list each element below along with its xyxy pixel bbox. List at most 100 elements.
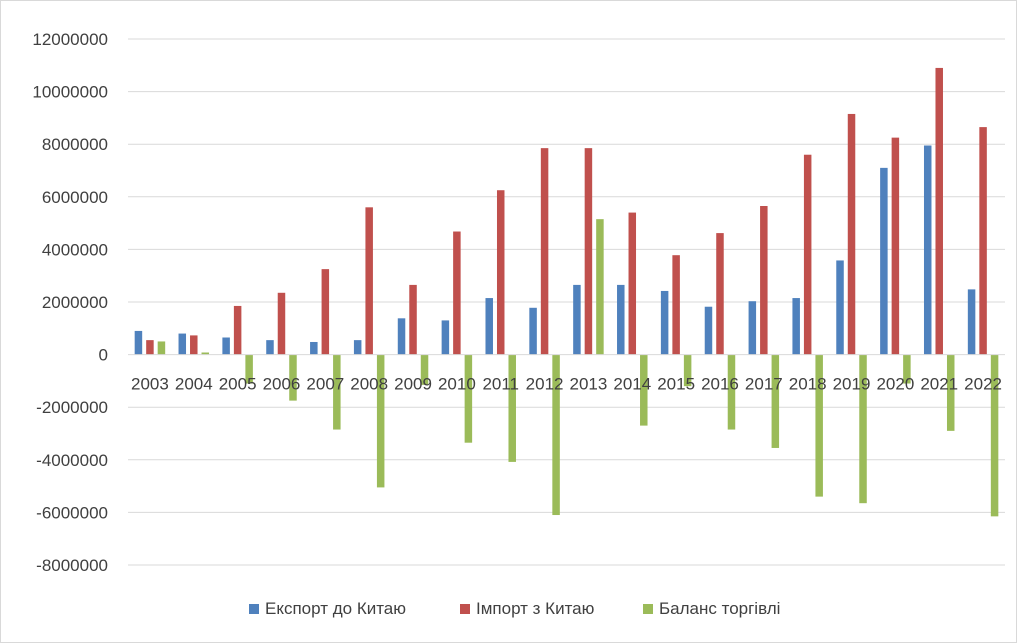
bar-import-2021 (935, 67, 943, 355)
bar-export-2005 (222, 337, 230, 355)
bar-import-2005 (233, 305, 242, 355)
y-tick-label: 0 (99, 346, 108, 365)
x-tick-label: 2003 (131, 375, 169, 394)
bar-export-2010 (441, 320, 450, 355)
bar-balance-2018 (815, 354, 823, 497)
bar-import-2022 (979, 127, 987, 355)
x-tick-label: 2005 (219, 375, 257, 394)
x-tick-label: 2020 (876, 375, 914, 394)
y-tick-label: 4000000 (42, 240, 108, 259)
y-axis-ticks: 12000000 10000000 8000000 6000000 4000000 200… (32, 30, 108, 575)
bar-import-2003 (146, 340, 154, 355)
bar-export-2003 (134, 330, 143, 355)
bar-import-2009 (409, 284, 417, 355)
bar-import-2020 (891, 137, 900, 355)
y-tick-label: 6000000 (42, 188, 108, 207)
legend-label-export: Експорт до Китаю (265, 599, 406, 618)
bar-export-2021 (923, 145, 932, 355)
x-tick-label: 2010 (438, 375, 476, 394)
bar-balance-2017 (771, 354, 780, 448)
x-tick-label: 2011 (482, 375, 519, 394)
bar-export-2012 (529, 307, 537, 355)
x-tick-label: 2022 (964, 375, 1002, 394)
bar-balance-2019 (859, 354, 867, 504)
x-tick-label: 2014 (613, 375, 651, 394)
x-tick-label: 2008 (350, 375, 388, 394)
bar-import-2014 (628, 212, 637, 355)
y-tick-label: -4000000 (36, 451, 108, 470)
legend-swatch-import (460, 604, 470, 614)
y-tick-label: -8000000 (36, 556, 108, 575)
bar-balance-2020 (903, 354, 911, 384)
legend-label-balance: Баланс торгівлі (659, 599, 780, 618)
bar-export-2015 (660, 290, 669, 355)
bar-import-2016 (716, 233, 724, 355)
bar-balance-2008 (376, 354, 385, 488)
legend-swatch-export (249, 604, 259, 614)
x-tick-label: 2004 (175, 375, 213, 394)
bar-export-2020 (880, 167, 888, 355)
legend-label-import: Імпорт з Китаю (476, 599, 595, 618)
bar-export-2006 (266, 340, 274, 355)
bar-export-2018 (792, 298, 800, 355)
x-axis-ticks: 2003 2004 2005 2006 2007 2008 2009 2010 2011 2012… (131, 375, 1002, 394)
bar-balance-2009 (420, 354, 429, 385)
bar-import-2011 (496, 190, 505, 355)
bar-balance-2003 (157, 341, 166, 355)
bar-import-2018 (803, 154, 812, 355)
bar-balance-2022 (990, 354, 999, 517)
bar-import-2015 (672, 255, 680, 355)
bar-balance-2006 (289, 354, 297, 401)
bar-balance-2010 (464, 354, 473, 443)
bar-export-2013 (573, 284, 581, 355)
y-tick-label: 10000000 (32, 83, 108, 102)
bar-export-2007 (310, 341, 318, 355)
y-tick-label: -6000000 (36, 503, 108, 522)
bar-balance-2005 (245, 354, 253, 384)
bar-export-2008 (353, 340, 362, 355)
bar-import-2013 (584, 148, 593, 355)
bar-balance-2015 (683, 354, 692, 387)
bar-export-2022 (967, 289, 976, 355)
bar-export-2004 (178, 333, 187, 355)
y-tick-label: 12000000 (32, 30, 108, 49)
bar-balance-2021 (946, 354, 955, 431)
x-tick-label: 2019 (833, 375, 871, 394)
bar-balance-2011 (508, 354, 516, 462)
bar-import-2006 (277, 292, 286, 355)
bar-import-2007 (321, 269, 330, 355)
bar-import-2004 (190, 335, 198, 355)
legend: Експорт до Китаю Імпорт з Китаю Баланс тор… (249, 599, 780, 618)
bar-import-2017 (760, 206, 768, 355)
x-tick-label: 2006 (263, 375, 301, 394)
bars (134, 67, 999, 517)
bar-export-2016 (704, 306, 713, 355)
bar-balance-2016 (727, 354, 736, 430)
bar-import-2019 (847, 113, 856, 355)
bar-balance-2014 (640, 354, 648, 426)
bar-balance-2013 (596, 219, 604, 355)
x-tick-label: 2013 (570, 375, 608, 394)
bar-export-2011 (485, 298, 493, 355)
y-tick-label: 2000000 (42, 293, 108, 312)
bar-balance-2007 (333, 354, 341, 430)
x-tick-label: 2018 (789, 375, 827, 394)
bar-import-2012 (540, 148, 549, 355)
x-tick-label: 2012 (526, 375, 564, 394)
x-tick-label: 2015 (657, 375, 695, 394)
x-tick-label: 2007 (306, 375, 344, 394)
bar-export-2017 (748, 301, 757, 355)
gridlines (128, 38, 1005, 566)
bar-export-2009 (397, 318, 406, 355)
y-tick-label: -2000000 (36, 398, 108, 417)
x-tick-label: 2016 (701, 375, 739, 394)
y-tick-label: 8000000 (42, 135, 108, 154)
legend-swatch-balance (643, 604, 653, 614)
bar-export-2019 (836, 260, 844, 355)
bar-import-2010 (453, 231, 461, 355)
x-tick-label: 2021 (920, 375, 958, 394)
bar-balance-2012 (552, 354, 560, 516)
bar-balance-2004 (201, 352, 210, 355)
